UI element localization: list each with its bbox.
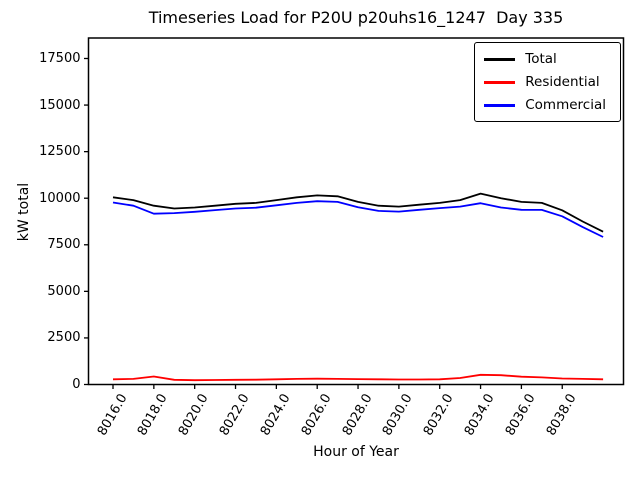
x-axis-label: Hour of Year — [313, 444, 399, 460]
legend-line-swatch — [484, 80, 516, 84]
y-tick-label: 7500 — [47, 237, 81, 253]
legend-line-swatch — [484, 57, 516, 61]
y-tick-label: 2500 — [47, 330, 81, 346]
legend-line-swatch — [484, 103, 516, 107]
legend-item-residential: Residential — [484, 74, 610, 90]
legend: Total Residential Commercial — [474, 42, 621, 122]
axes-frame — [87, 37, 625, 386]
y-tick-label: 12500 — [39, 144, 81, 160]
legend-label: Residential — [525, 74, 600, 90]
y-tick-label: 17500 — [39, 50, 81, 66]
y-tick-label: 10000 — [39, 190, 81, 206]
legend-label: Commercial — [525, 97, 606, 113]
y-tick-label: 5000 — [47, 283, 81, 299]
legend-item-commercial: Commercial — [484, 97, 610, 113]
series-line-commercial — [112, 200, 604, 238]
chart-title: Timeseries Load for P20U p20uhs16_1247 D… — [148, 8, 564, 27]
y-tick-label: 0 — [72, 377, 81, 392]
legend-label: Total — [525, 51, 557, 67]
legend-item-total: Total — [484, 51, 610, 67]
series-line-total — [112, 192, 604, 233]
y-tick-label: 15000 — [39, 97, 81, 113]
series-line-residential — [112, 373, 604, 382]
